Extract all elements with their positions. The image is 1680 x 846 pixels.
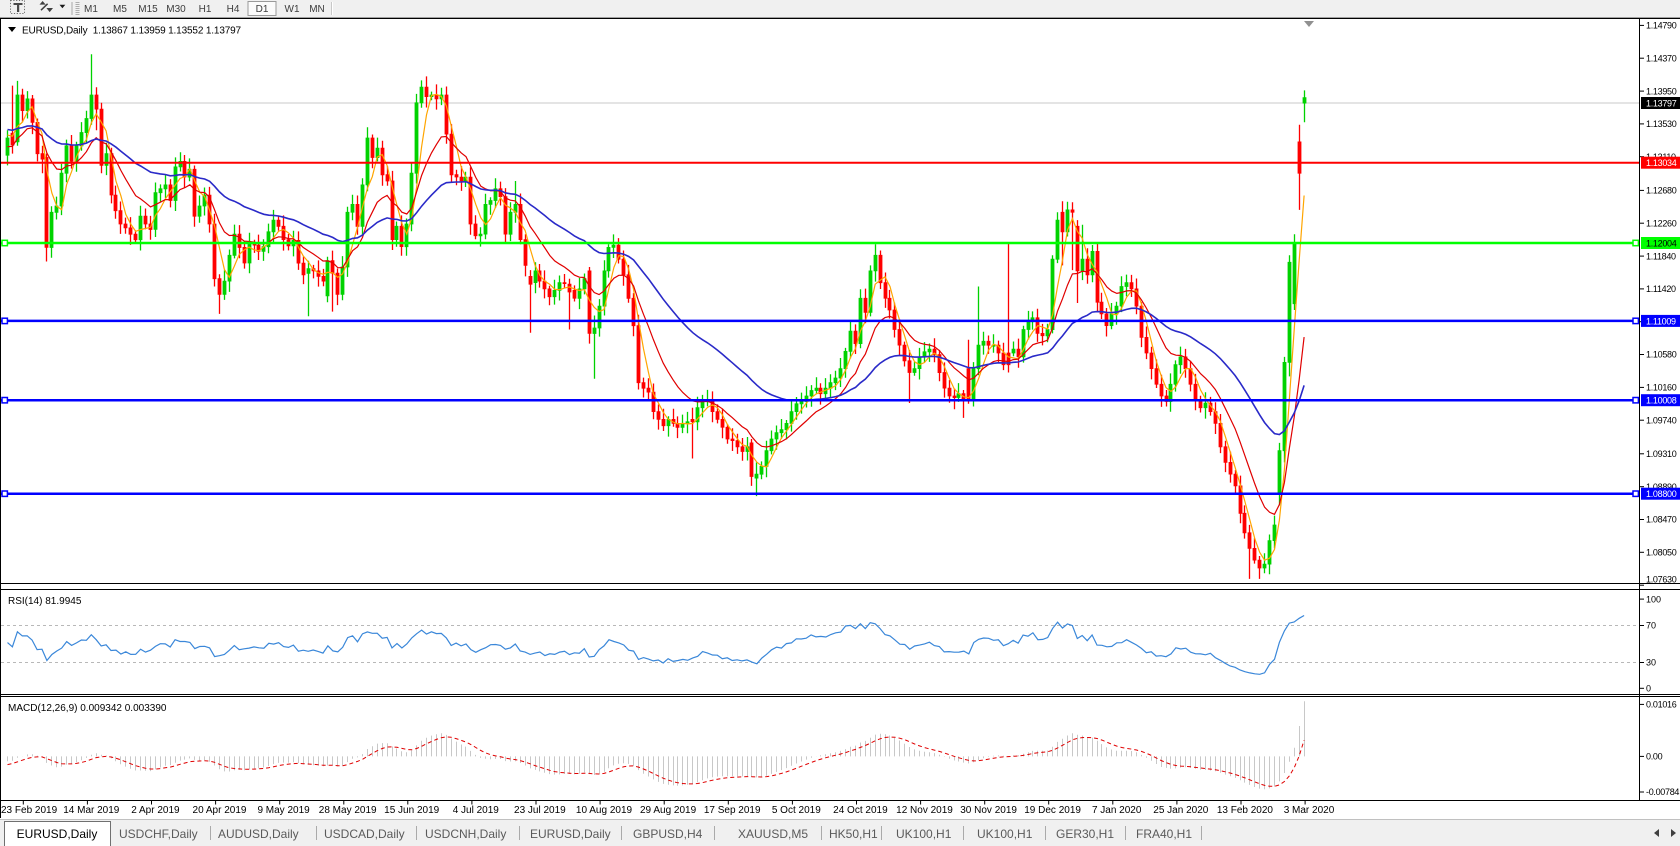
svg-text:USDCNH,Daily: USDCNH,Daily — [425, 827, 506, 841]
svg-text:GER30,H1: GER30,H1 — [1056, 827, 1114, 841]
svg-text:1.08050: 1.08050 — [1646, 548, 1677, 558]
svg-text:H1: H1 — [199, 4, 212, 15]
svg-text:1.13797: 1.13797 — [1646, 98, 1677, 108]
svg-text:28 May 2019: 28 May 2019 — [319, 805, 377, 816]
svg-text:1.11009: 1.11009 — [1646, 316, 1676, 326]
svg-text:1.13034: 1.13034 — [1646, 158, 1677, 168]
svg-text:M5: M5 — [113, 4, 127, 15]
svg-text:1.14790: 1.14790 — [1646, 21, 1677, 31]
svg-text:23 Feb 2019: 23 Feb 2019 — [1, 805, 58, 816]
svg-text:M30: M30 — [166, 4, 186, 15]
svg-text:4 Jul 2019: 4 Jul 2019 — [453, 805, 500, 816]
svg-text:1.08470: 1.08470 — [1646, 515, 1677, 525]
svg-text:14 Mar 2019: 14 Mar 2019 — [63, 805, 120, 816]
svg-text:GBPUSD,H4: GBPUSD,H4 — [633, 827, 703, 841]
svg-text:MN: MN — [309, 4, 325, 15]
svg-text:1.08890: 1.08890 — [1646, 482, 1677, 492]
svg-text:2 Apr 2019: 2 Apr 2019 — [131, 805, 180, 816]
svg-text:XAUUSD,M5: XAUUSD,M5 — [738, 827, 808, 841]
svg-text:70: 70 — [1646, 621, 1656, 631]
svg-text:1.14370: 1.14370 — [1646, 53, 1677, 63]
svg-text:M15: M15 — [138, 4, 158, 15]
svg-text:15 Jun 2019: 15 Jun 2019 — [384, 805, 439, 816]
svg-text:EURUSD,Daily 1.13867 1.13959: EURUSD,Daily 1.13867 1.13959 1.13552 1.1… — [22, 26, 242, 37]
svg-text:7 Jan 2020: 7 Jan 2020 — [1092, 805, 1142, 816]
svg-text:20 Apr 2019: 20 Apr 2019 — [193, 805, 247, 816]
svg-text:UK100,H1: UK100,H1 — [977, 827, 1033, 841]
svg-text:23 Jul 2019: 23 Jul 2019 — [514, 805, 566, 816]
svg-text:W1: W1 — [285, 4, 300, 15]
svg-text:FRA40,H1: FRA40,H1 — [1136, 827, 1192, 841]
svg-text:0.01016: 0.01016 — [1646, 700, 1677, 710]
svg-text:9 May 2019: 9 May 2019 — [257, 805, 310, 816]
svg-text:1.12260: 1.12260 — [1646, 218, 1677, 228]
svg-text:HK50,H1: HK50,H1 — [829, 827, 878, 841]
svg-text:24 Oct 2019: 24 Oct 2019 — [833, 805, 888, 816]
svg-text:100: 100 — [1646, 594, 1661, 604]
svg-text:30: 30 — [1646, 658, 1656, 668]
svg-text:1.07630: 1.07630 — [1646, 575, 1677, 585]
svg-text:25 Jan 2020: 25 Jan 2020 — [1153, 805, 1208, 816]
svg-text:-0.00784: -0.00784 — [1646, 787, 1679, 797]
svg-text:1.10008: 1.10008 — [1646, 396, 1677, 406]
svg-text:1.13950: 1.13950 — [1646, 86, 1677, 96]
svg-text:USDCAD,Daily: USDCAD,Daily — [324, 827, 405, 841]
svg-text:5 Oct 2019: 5 Oct 2019 — [772, 805, 821, 816]
svg-text:1.09740: 1.09740 — [1646, 415, 1677, 425]
svg-text:1.12004: 1.12004 — [1646, 238, 1677, 248]
svg-text:1.11420: 1.11420 — [1646, 284, 1676, 294]
svg-text:1.08800: 1.08800 — [1646, 489, 1677, 499]
svg-text:1.10160: 1.10160 — [1646, 383, 1677, 393]
svg-text:3 Mar 2020: 3 Mar 2020 — [1284, 805, 1335, 816]
svg-text:M1: M1 — [84, 4, 98, 15]
svg-text:17 Sep 2019: 17 Sep 2019 — [704, 805, 761, 816]
svg-text:1.12680: 1.12680 — [1646, 186, 1677, 196]
svg-text:19 Dec 2019: 19 Dec 2019 — [1024, 805, 1081, 816]
svg-text:MACD(12,26,9) 0.009342 0.00339: MACD(12,26,9) 0.009342 0.003390 — [8, 703, 167, 714]
svg-text:29 Aug 2019: 29 Aug 2019 — [640, 805, 697, 816]
svg-text:H4: H4 — [227, 4, 240, 15]
svg-text:1.11840: 1.11840 — [1646, 251, 1676, 261]
svg-text:1.09310: 1.09310 — [1646, 449, 1677, 459]
svg-text:EURUSD,Daily: EURUSD,Daily — [530, 827, 611, 841]
svg-text:RSI(14) 81.9945: RSI(14) 81.9945 — [8, 596, 82, 607]
svg-text:12 Nov 2019: 12 Nov 2019 — [896, 805, 953, 816]
svg-text:AUDUSD,Daily: AUDUSD,Daily — [218, 827, 299, 841]
svg-text:30 Nov 2019: 30 Nov 2019 — [960, 805, 1017, 816]
svg-text:1.10580: 1.10580 — [1646, 350, 1677, 360]
svg-text:13 Feb 2020: 13 Feb 2020 — [1217, 805, 1274, 816]
svg-text:EURUSD,Daily: EURUSD,Daily — [17, 827, 98, 841]
svg-text:10 Aug 2019: 10 Aug 2019 — [576, 805, 633, 816]
svg-text:0.00: 0.00 — [1646, 752, 1663, 762]
svg-text:0: 0 — [1646, 684, 1651, 694]
svg-text:1.13530: 1.13530 — [1646, 119, 1677, 129]
svg-text:UK100,H1: UK100,H1 — [896, 827, 952, 841]
svg-text:USDCHF,Daily: USDCHF,Daily — [119, 827, 198, 841]
svg-text:D1: D1 — [256, 4, 269, 15]
